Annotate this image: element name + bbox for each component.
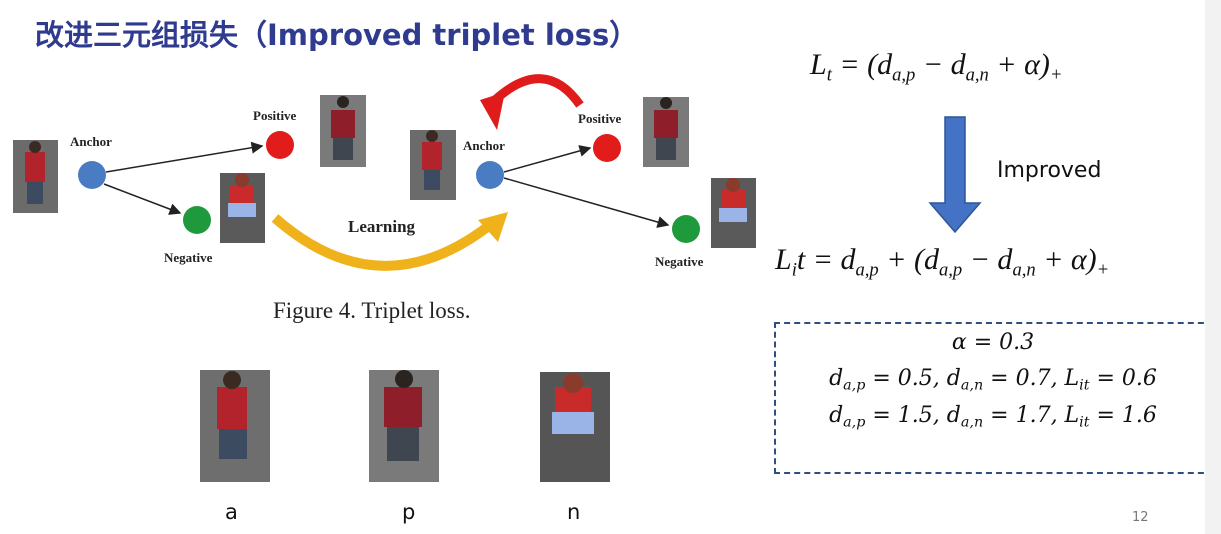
figure-caption: Figure 4. Triplet loss. xyxy=(273,298,470,323)
node-label: Anchor xyxy=(70,134,112,149)
formula-subscript: a,p xyxy=(843,377,866,394)
formula-original: Lt = (da,p − da,n + α)+ xyxy=(810,48,1062,87)
formula-subscript: a,p xyxy=(855,259,879,281)
formula-text: d xyxy=(829,403,844,428)
formula-subscript: a,p xyxy=(843,414,866,431)
formula-text: = 1.5, d xyxy=(865,403,961,428)
formula-subscript: a,n xyxy=(1012,259,1036,281)
formula-text: = 0.6 xyxy=(1089,366,1157,391)
formula-subscript: a,p xyxy=(938,259,963,281)
example-line: α = 0.3 xyxy=(773,330,1213,355)
formula-text: α = 0.3 xyxy=(951,330,1035,355)
formula-subscript: it xyxy=(1079,414,1090,431)
learning-label: Learning xyxy=(348,217,416,236)
slide-title: 改进三元组损失（Improved triplet loss） xyxy=(35,18,639,52)
sample-images xyxy=(200,370,610,482)
formula-improved: Lit = da,p + (da,p − da,n + α)+ xyxy=(775,243,1109,282)
formula-text: t = d xyxy=(796,243,856,276)
formula-subscript: a,n xyxy=(965,64,989,86)
node-label: Negative xyxy=(164,250,213,265)
formula-text: + α) xyxy=(988,48,1050,81)
formula-text: L xyxy=(810,48,827,81)
formula-text: L xyxy=(775,243,792,276)
formula-subscript: a,p xyxy=(892,64,916,86)
node-label: Positive xyxy=(578,111,622,126)
sample-label: a xyxy=(225,500,238,524)
formula-text: = 0.5, d xyxy=(865,366,961,391)
formula-subscript: + xyxy=(1096,259,1110,281)
formula-text: = 1.6 xyxy=(1089,403,1157,428)
sample-label: p xyxy=(402,500,416,524)
formula-text: − d xyxy=(915,48,966,81)
formula-text: + α) xyxy=(1035,243,1097,276)
page-edge xyxy=(1205,0,1221,534)
improve-arrow xyxy=(928,116,982,234)
formula-text: − d xyxy=(962,243,1013,276)
formula-text: d xyxy=(829,366,844,391)
formula-subscript: a,n xyxy=(960,414,984,431)
arrow-label: Improved xyxy=(997,158,1102,183)
page-number: 12 xyxy=(1132,510,1149,525)
formula-text: = (d xyxy=(831,48,893,81)
node-label: Anchor xyxy=(463,138,505,153)
formula-text: = 0.7, L xyxy=(983,366,1080,391)
person-images xyxy=(13,95,756,248)
formula-subscript: i xyxy=(791,259,797,281)
triplet-figure: Anchor Positive Negative Learning Anchor… xyxy=(13,74,756,323)
formula-subscript: t xyxy=(826,64,832,86)
node-label: Positive xyxy=(253,108,297,123)
formula-subscript: it xyxy=(1079,377,1090,394)
formula-text: + (d xyxy=(878,243,939,276)
formula-subscript: + xyxy=(1049,64,1063,86)
example-line: da,p = 0.5, da,n = 0.7, Lit = 0.6 xyxy=(773,366,1213,393)
node-label: Negative xyxy=(655,254,704,269)
formula-subscript: a,n xyxy=(960,377,984,394)
formula-text: = 1.7, L xyxy=(983,403,1080,428)
example-line: da,p = 1.5, da,n = 1.7, Lit = 1.6 xyxy=(773,403,1213,430)
sample-label: n xyxy=(567,500,581,524)
